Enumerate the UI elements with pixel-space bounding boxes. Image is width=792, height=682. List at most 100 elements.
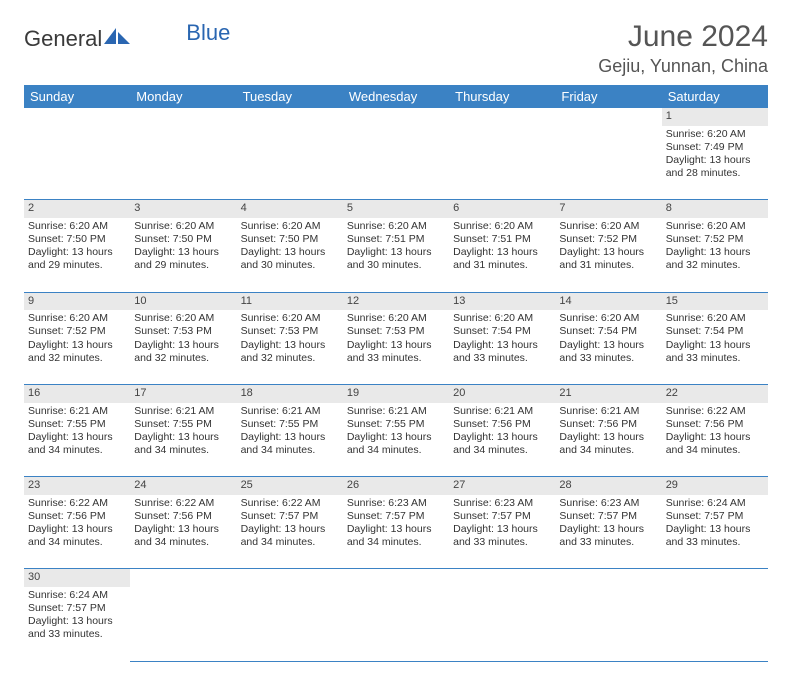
day-number-cell: 24 [130, 477, 236, 495]
cell-line: Daylight: 13 hours [347, 246, 445, 259]
day-number-cell [237, 569, 343, 587]
calendar-cell: Sunrise: 6:22 AMSunset: 7:57 PMDaylight:… [237, 495, 343, 569]
day-number-cell: 29 [662, 477, 768, 495]
calendar-cell: Sunrise: 6:20 AMSunset: 7:54 PMDaylight:… [662, 310, 768, 384]
cell-line: Daylight: 13 hours [666, 246, 764, 259]
calendar-week-row: Sunrise: 6:22 AMSunset: 7:56 PM Daylight:… [24, 495, 768, 569]
day-number-cell: 25 [237, 477, 343, 495]
daynum-row: 16171819202122 [24, 384, 768, 402]
cell-line: Daylight: 13 hours [666, 154, 764, 167]
cell-line: Daylight: 13 hours [559, 339, 657, 352]
cell-line: Sunrise: 6:21 AM [241, 405, 339, 418]
day-header: Saturday [662, 85, 768, 108]
day-number-cell: 7 [555, 200, 661, 218]
cell-line: Sunrise: 6:20 AM [453, 312, 551, 325]
day-number-cell: 16 [24, 384, 130, 402]
cell-line: Sunrise: 6:20 AM [241, 220, 339, 233]
cell-line: Sunset: 7:50 PM [134, 233, 232, 246]
daynum-row: 23242526272829 [24, 477, 768, 495]
cell-line: Sunset: 7:52 PM [28, 325, 126, 338]
cell-line: and 34 minutes. [134, 536, 232, 549]
day-number-cell: 22 [662, 384, 768, 402]
cell-line: Daylight: 13 hours [241, 431, 339, 444]
cell-line: Sunrise: 6:20 AM [28, 220, 126, 233]
cell-line: Daylight: 13 hours [559, 246, 657, 259]
calendar-cell: Sunrise: 6:23 AMSunset: 7:57 PMDaylight:… [343, 495, 449, 569]
cell-line: Daylight: 13 hours [241, 523, 339, 536]
days-of-week-row: SundayMondayTuesdayWednesdayThursdayFrid… [24, 85, 768, 108]
calendar-cell: Sunrise: 6:20 AMSunset: 7:53 PMDaylight:… [343, 310, 449, 384]
day-header: Friday [555, 85, 661, 108]
cell-line: and 34 minutes. [241, 444, 339, 457]
cell-line: and 32 minutes. [666, 259, 764, 272]
cell-line: and 33 minutes. [666, 536, 764, 549]
daynum-row: 1 [24, 108, 768, 126]
calendar-cell [130, 126, 236, 200]
daynum-row: 2345678 [24, 200, 768, 218]
cell-line: Sunrise: 6:20 AM [666, 220, 764, 233]
calendar-cell [237, 587, 343, 661]
cell-line: and 33 minutes. [453, 352, 551, 365]
cell-line: and 34 minutes. [666, 444, 764, 457]
calendar-cell: Sunrise: 6:21 AMSunset: 7:55 PMDaylight:… [343, 403, 449, 477]
day-number-cell: 28 [555, 477, 661, 495]
day-header: Thursday [449, 85, 555, 108]
cell-line: Daylight: 13 hours [666, 523, 764, 536]
day-number-cell: 9 [24, 292, 130, 310]
cell-line: and 34 minutes. [347, 444, 445, 457]
cell-line: and 32 minutes. [28, 352, 126, 365]
daynum-row: 9101112131415 [24, 292, 768, 310]
day-header: Wednesday [343, 85, 449, 108]
logo: General Blue [24, 26, 230, 52]
cell-line: Daylight: 13 hours [241, 339, 339, 352]
calendar-cell: Sunrise: 6:20 AMSunset: 7:53 PMDaylight:… [130, 310, 236, 384]
cell-line: Sunset: 7:53 PM [134, 325, 232, 338]
cell-line: and 33 minutes. [559, 536, 657, 549]
cell-line: Daylight: 13 hours [28, 339, 126, 352]
cell-line: Daylight: 13 hours [453, 246, 551, 259]
cell-line: Sunrise: 6:22 AM [28, 497, 126, 510]
calendar-cell: Sunrise: 6:20 AMSunset: 7:51 PMDaylight:… [343, 218, 449, 292]
calendar-cell: Sunrise: 6:20 AMSunset: 7:51 PMDaylight:… [449, 218, 555, 292]
cell-line: Sunset: 7:57 PM [241, 510, 339, 523]
calendar-cell [555, 126, 661, 200]
cell-line: Sunrise: 6:24 AM [28, 589, 126, 602]
logo-sail-icon [104, 26, 130, 52]
calendar-cell: Sunrise: 6:24 AMSunset: 7:57 PMDaylight:… [662, 495, 768, 569]
day-number-cell: 11 [237, 292, 343, 310]
cell-line: Daylight: 13 hours [134, 246, 232, 259]
cell-line: Sunrise: 6:21 AM [453, 405, 551, 418]
calendar-cell: Sunrise: 6:24 AMSunset: 7:57 PMDaylight:… [24, 587, 130, 661]
day-number-cell: 13 [449, 292, 555, 310]
calendar-cell: Sunrise: 6:20 AMSunset: 7:50 PMDaylight:… [130, 218, 236, 292]
cell-line: Daylight: 13 hours [347, 339, 445, 352]
cell-line: and 30 minutes. [241, 259, 339, 272]
cell-line: Sunset: 7:53 PM [241, 325, 339, 338]
cell-line: and 33 minutes. [453, 536, 551, 549]
cell-line: Sunset: 7:56 PM [453, 418, 551, 431]
day-number-cell: 14 [555, 292, 661, 310]
calendar-cell: Sunrise: 6:20 AMSunset: 7:50 PMDaylight:… [24, 218, 130, 292]
cell-line: Daylight: 13 hours [134, 339, 232, 352]
cell-line: Sunrise: 6:20 AM [241, 312, 339, 325]
cell-line: Sunset: 7:57 PM [28, 602, 126, 615]
day-header: Monday [130, 85, 236, 108]
day-number-cell: 5 [343, 200, 449, 218]
cell-line: Sunrise: 6:20 AM [134, 220, 232, 233]
calendar-cell [24, 126, 130, 200]
cell-line: and 33 minutes. [666, 352, 764, 365]
cell-line: Sunset: 7:56 PM [28, 510, 126, 523]
cell-line: Daylight: 13 hours [134, 523, 232, 536]
day-number-cell: 8 [662, 200, 768, 218]
cell-line: Sunset: 7:55 PM [241, 418, 339, 431]
day-number-cell: 2 [24, 200, 130, 218]
calendar-week-row: Sunrise: 6:24 AMSunset: 7:57 PMDaylight:… [24, 587, 768, 661]
cell-line: and 30 minutes. [347, 259, 445, 272]
cell-line: Sunrise: 6:23 AM [453, 497, 551, 510]
calendar-cell: Sunrise: 6:20 AMSunset: 7:52 PMDaylight:… [662, 218, 768, 292]
calendar-cell [343, 587, 449, 661]
cell-line: and 31 minutes. [559, 259, 657, 272]
cell-line: Daylight: 13 hours [134, 431, 232, 444]
cell-line: Sunset: 7:55 PM [347, 418, 445, 431]
calendar-week-row: Sunrise: 6:20 AMSunset: 7:50 PMDaylight:… [24, 218, 768, 292]
